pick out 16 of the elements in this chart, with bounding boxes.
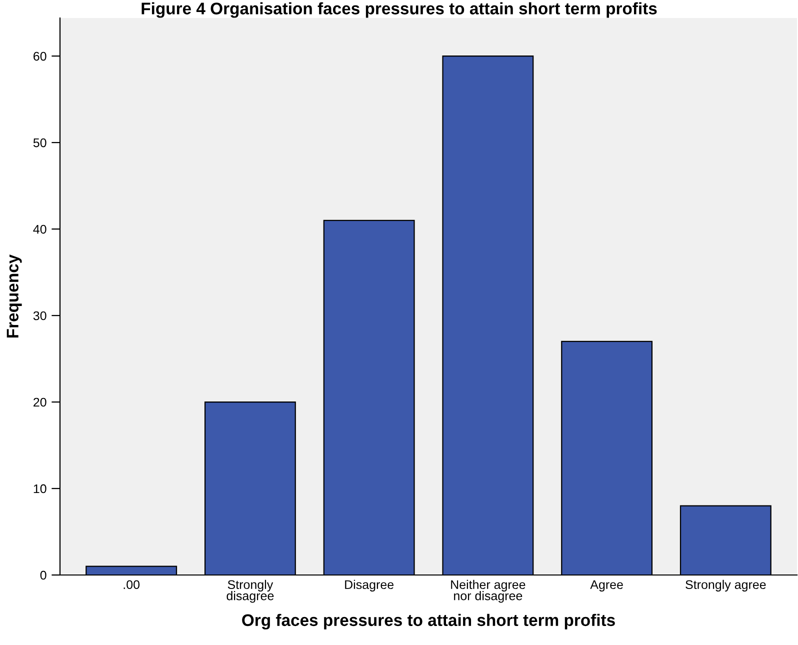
y-tick-label: 0	[40, 570, 46, 580]
x-tick-label: Strongly agree	[686, 580, 766, 592]
x-tick-label: .00	[124, 580, 140, 590]
x-tick-label: Agree	[590, 580, 623, 592]
y-tick-label: 60	[34, 52, 46, 61]
y-tick-label: 20	[34, 398, 46, 407]
x-axis-title: Org faces pressures to attain short term profits	[242, 614, 615, 630]
x-tick-label: Neither agree nor disagree	[451, 580, 526, 603]
y-axis-title: Frequency	[6, 254, 22, 338]
chart-title: Figure 4 Organisation faces pressures to attain short term profits	[142, 2, 657, 18]
y-tick-label: 30	[33, 311, 46, 320]
y-tick-label: 10	[34, 484, 46, 494]
y-tick-label: 50	[33, 138, 46, 148]
x-tick-label: Strongly disagree	[226, 580, 274, 603]
y-tick-label: 40	[33, 224, 46, 234]
x-tick-label: Disagree	[345, 580, 394, 592]
